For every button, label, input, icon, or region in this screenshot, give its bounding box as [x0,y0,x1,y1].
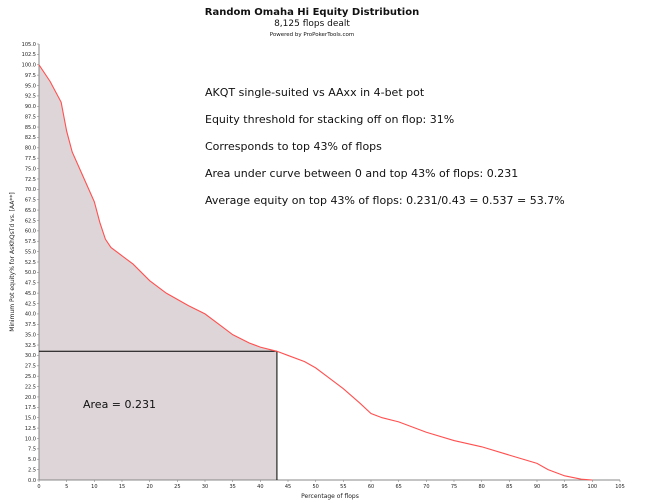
chart-title: Random Omaha Hi Equity Distribution [205,7,419,18]
y-tick-label-2: 5.0 [28,457,36,463]
y-tick-label-26: 65.0 [25,208,36,214]
y-tick-label-6: 15.0 [25,416,36,422]
x-tick-label-11: 55 [340,484,346,490]
y-tick-label-11: 27.5 [25,364,36,370]
y-tick-label-29: 72.5 [25,177,36,183]
y-tick-label-32: 80.0 [25,146,36,152]
y-tick-label-22: 55.0 [25,249,36,255]
x-tick-label-17: 85 [506,484,512,490]
y-tick-label-34: 85.0 [25,125,36,131]
y-tick-label-20: 50.0 [25,270,36,276]
x-axis-label: Percentage of flops [301,493,359,500]
equity-curve [38,64,593,481]
x-tick-label-18: 90 [534,484,540,490]
y-tick-label-40: 100.0 [22,63,36,69]
y-tick-label-41: 102.5 [22,52,36,58]
x-tick-label-16: 80 [478,484,484,490]
x-tick-label-3: 15 [119,484,125,490]
annotation-2: Equity threshold for stacking off on flo… [205,113,454,126]
y-tick-label-42: 105.0 [22,42,36,48]
y-tick-label-24: 60.0 [25,229,36,235]
y-tick-label-3: 7.5 [28,447,36,453]
x-tick-label-1: 5 [65,484,68,490]
x-tick-label-0: 0 [37,484,40,490]
y-tick-label-25: 62.5 [25,218,36,224]
y-tick-label-17: 42.5 [25,301,36,307]
y-tick-label-10: 25.0 [25,374,36,380]
y-tick-label-15: 37.5 [25,322,36,328]
y-tick-label-31: 77.5 [25,156,36,162]
chart-credit: Powered by ProPokerTools.com [270,32,355,38]
annotation-3: Corresponds to top 43% of flops [205,140,382,153]
shaded-area [39,64,277,480]
y-tick-label-1: 2.5 [28,467,36,473]
x-tick-label-8: 40 [257,484,263,490]
x-tick-label-4: 20 [146,484,152,490]
y-tick-label-8: 20.0 [25,395,36,401]
y-tick-label-4: 10.0 [25,436,36,442]
x-tick-label-12: 60 [368,484,374,490]
y-tick-label-18: 45.0 [25,291,36,297]
x-tick-label-5: 25 [174,484,180,490]
y-tick-label-21: 52.5 [25,260,36,266]
y-tick-label-16: 40.0 [25,312,36,318]
x-tick-label-15: 75 [451,484,457,490]
y-tick-label-7: 17.5 [25,405,36,411]
y-tick-label-9: 22.5 [25,384,36,390]
y-tick-label-0: 0.0 [28,478,36,484]
annotations: AKQT single-suited vs AAxx in 4-bet pot … [205,86,565,207]
x-tick-label-20: 100 [588,484,598,490]
x-tick-label-2: 10 [91,484,97,490]
x-tick-label-10: 50 [312,484,318,490]
y-axis-label: Minimum Pot equity% for AsKhQsTd vs. [AA… [9,192,16,331]
x-tick-label-6: 30 [202,484,208,490]
y-tick-label-33: 82.5 [25,135,36,141]
y-tick-label-38: 95.0 [25,83,36,89]
x-tick-label-9: 45 [285,484,291,490]
annotation-1: AKQT single-suited vs AAxx in 4-bet pot [205,86,425,99]
y-tick-label-19: 47.5 [25,281,36,287]
y-tick-label-5: 12.5 [25,426,36,432]
annotation-4: Area under curve between 0 and top 43% o… [205,167,518,180]
x-tick-label-21: 105 [615,484,625,490]
y-tick-label-12: 30.0 [25,353,36,359]
y-tick-label-28: 70.0 [25,187,36,193]
x-tick-label-13: 65 [395,484,401,490]
y-tick-label-13: 32.5 [25,343,36,349]
y-tick-label-39: 97.5 [25,73,36,79]
y-tick-label-35: 87.5 [25,114,36,120]
annotation-5: Average equity on top 43% of flops: 0.23… [205,194,565,207]
x-tick-label-7: 35 [229,484,235,490]
y-tick-label-27: 67.5 [25,198,36,204]
y-tick-label-14: 35.0 [25,332,36,338]
x-tick-label-19: 95 [561,484,567,490]
y-tick-label-37: 92.5 [25,94,36,100]
y-tick-label-30: 75.0 [25,166,36,172]
chart-subtitle: 8,125 flops dealt [274,19,350,29]
plot-area: 0.0 2.5 5.0 7.5 10.0 12.5 15.0 17.5 20.0 22.5 25.0… [22,42,625,490]
x-tick-label-14: 70 [423,484,429,490]
y-tick-label-23: 57.5 [25,239,36,245]
y-tick-label-36: 90.0 [25,104,36,110]
area-label: Area = 0.231 [83,398,156,411]
